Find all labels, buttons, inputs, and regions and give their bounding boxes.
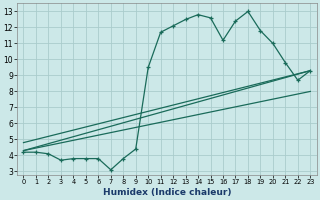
X-axis label: Humidex (Indice chaleur): Humidex (Indice chaleur) [103,188,231,197]
